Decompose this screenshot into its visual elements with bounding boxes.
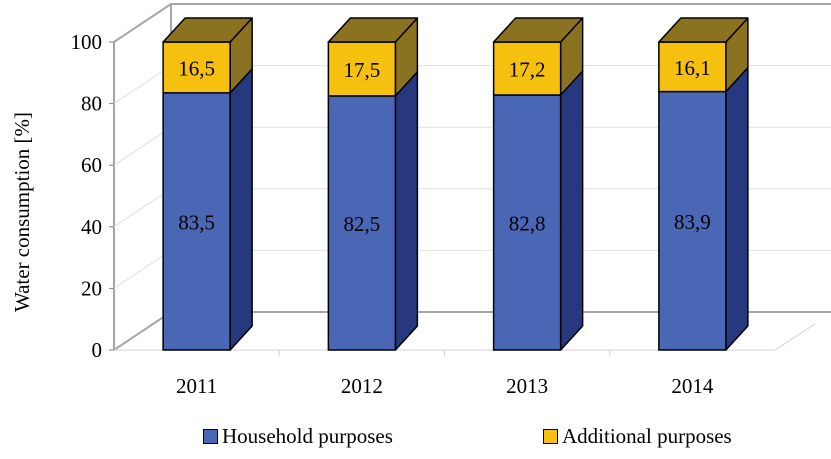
bar-segment-additional-2013: 17,2 bbox=[492, 17, 584, 96]
data-label: 82,5 bbox=[344, 212, 381, 236]
y-tick-label: 80 bbox=[81, 92, 102, 116]
data-label: 16,1 bbox=[674, 56, 711, 80]
legend-swatch-additional bbox=[543, 429, 558, 444]
legend-item-additional: Additional purposes bbox=[543, 424, 732, 449]
y-tick-label: 40 bbox=[81, 215, 102, 239]
y-axis-label: Water consumption [%] bbox=[10, 112, 34, 312]
bar-side bbox=[725, 66, 749, 351]
data-label: 83,5 bbox=[178, 210, 215, 234]
x-tick-label: 2014 bbox=[671, 374, 714, 398]
bar-side bbox=[394, 71, 419, 351]
bar-front bbox=[162, 92, 231, 351]
bar-front bbox=[492, 41, 562, 96]
data-label: 83,9 bbox=[674, 210, 711, 234]
data-label: 17,2 bbox=[509, 57, 546, 81]
bar-segment-household-2013: 82,8 bbox=[492, 70, 584, 351]
data-label: 82,8 bbox=[509, 211, 546, 235]
bar-segment-additional-2011: 16,5 bbox=[162, 17, 253, 94]
bar-top bbox=[658, 17, 749, 43]
bar-side bbox=[559, 70, 584, 351]
legend-label-additional: Additional purposes bbox=[562, 424, 732, 448]
y-tick-label: 20 bbox=[81, 276, 102, 300]
gridline-side bbox=[113, 249, 172, 289]
data-label: 16,5 bbox=[178, 56, 215, 80]
x-tick-label: 2012 bbox=[341, 374, 383, 398]
legend: Household purposes Additional purposes bbox=[0, 424, 831, 454]
gridline-side bbox=[113, 188, 172, 228]
y-tick-label: 100 bbox=[71, 30, 103, 54]
x-tick-label: 2013 bbox=[506, 374, 548, 398]
bar-segment-additional-2012: 17,5 bbox=[327, 17, 419, 97]
y-axis: 0 20 40 60 80 100 bbox=[71, 30, 114, 362]
floor-right-edge bbox=[774, 323, 816, 351]
gridline-side bbox=[113, 65, 172, 105]
bar-top bbox=[327, 17, 419, 43]
bar-front bbox=[658, 90, 727, 351]
y-tick-label: 0 bbox=[92, 338, 103, 362]
bar-segment-household-2014: 83,9 bbox=[658, 66, 749, 351]
y-tick-label: 60 bbox=[81, 153, 102, 177]
bar-front bbox=[327, 95, 397, 351]
gridline-side bbox=[113, 126, 172, 166]
bar-front bbox=[327, 41, 397, 97]
bar-top bbox=[492, 17, 584, 43]
bar-segment-additional-2014: 16,1 bbox=[658, 17, 749, 93]
bar-segment-household-2012: 82,5 bbox=[327, 71, 419, 351]
legend-item-household: Household purposes bbox=[203, 424, 393, 449]
bar-segment-household-2011: 83,5 bbox=[162, 68, 253, 351]
x-axis: 2011 2012 2013 2014 bbox=[176, 350, 714, 398]
bars: 83,5 16,5 82,5 17,5 82,8 17,2 83,9 16,1 bbox=[162, 17, 749, 351]
bar-side bbox=[229, 68, 253, 351]
x-tick-label: 2011 bbox=[176, 374, 217, 398]
data-label: 17,5 bbox=[344, 58, 381, 82]
bar-front bbox=[492, 94, 562, 351]
bar-top bbox=[162, 17, 253, 43]
legend-label-household: Household purposes bbox=[222, 424, 393, 448]
legend-swatch-household bbox=[203, 429, 218, 444]
floor-left-edge bbox=[113, 311, 172, 351]
